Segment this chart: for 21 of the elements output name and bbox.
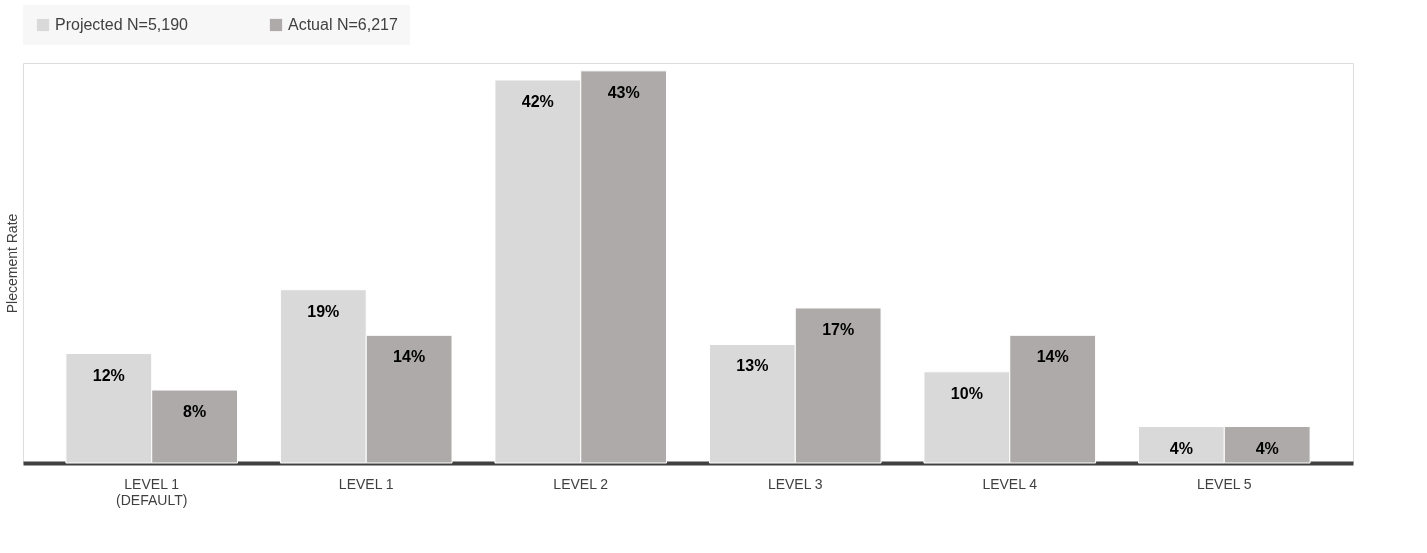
- data-label: 42%: [521, 92, 554, 110]
- x-tick-label: LEVEL 3: [767, 475, 823, 492]
- data-label: 14%: [393, 348, 426, 366]
- data-label: 43%: [607, 83, 640, 101]
- data-label: 10%: [950, 384, 983, 402]
- data-label: 4%: [1169, 439, 1193, 457]
- data-label: 19%: [307, 302, 340, 320]
- data-label: 13%: [736, 357, 769, 375]
- data-label: 8%: [183, 403, 207, 421]
- data-label: 12%: [92, 366, 125, 384]
- data-label: 17%: [822, 320, 855, 338]
- x-tick-label: LEVEL 2: [553, 475, 609, 492]
- data-label: 14%: [1036, 348, 1069, 366]
- legend-label: Projected N=5,190: [55, 16, 189, 33]
- legend-label: Actual N=6,217: [288, 16, 398, 33]
- x-tick-label: LEVEL 1 (DEFAULT): [116, 475, 188, 508]
- x-tick-label: LEVEL 5: [1196, 475, 1252, 492]
- data-label: 4%: [1255, 439, 1279, 457]
- x-tick-label: LEVEL 1: [338, 475, 394, 492]
- x-tick-label: LEVEL 4: [982, 475, 1038, 492]
- y-axis-title: Plecement Rate: [3, 213, 20, 314]
